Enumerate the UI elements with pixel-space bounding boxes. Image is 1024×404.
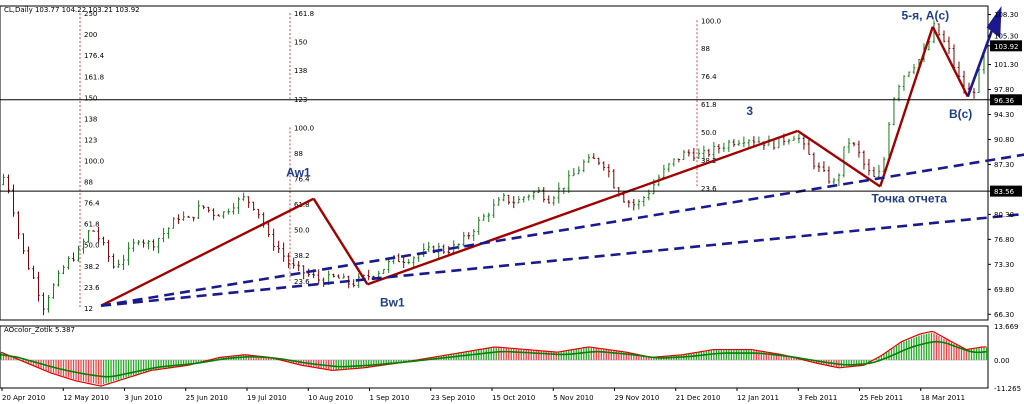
fib-label: 138 bbox=[84, 115, 97, 123]
wave-label-aw1: Aw1 bbox=[286, 166, 311, 180]
fib-label: 88 bbox=[84, 179, 93, 187]
wave-line bbox=[100, 197, 315, 307]
x-tick-label: 20 Apr 2010 bbox=[2, 394, 45, 402]
wave-line bbox=[879, 26, 934, 187]
wave-line bbox=[796, 129, 881, 188]
fib-label: 50.0 bbox=[701, 129, 717, 137]
y-tick-label: 101.30 bbox=[994, 61, 1019, 69]
wave-label-bw1: Bw1 bbox=[380, 295, 405, 309]
fib-label: 76.4 bbox=[701, 73, 717, 81]
fib-label: 123 bbox=[84, 136, 97, 144]
fib-label: 38.2 bbox=[701, 157, 717, 165]
price-badge bbox=[990, 40, 1022, 52]
fib-label: 23.6 bbox=[701, 185, 717, 193]
fib-label: 76.4 bbox=[84, 200, 100, 208]
price-badge bbox=[990, 185, 1022, 197]
x-tick-label: 21 Dec 2010 bbox=[676, 394, 721, 402]
x-tick-label: 12 May 2010 bbox=[63, 394, 109, 402]
fib-label: 250 bbox=[84, 10, 97, 18]
y-tick-label: 87.30 bbox=[994, 161, 1014, 169]
ao-tick-label: 13.669 bbox=[994, 323, 1019, 331]
fib-label: 61.8 bbox=[84, 221, 100, 229]
price-badge bbox=[990, 94, 1022, 106]
y-tick-label: 73.30 bbox=[994, 261, 1014, 269]
fib-label: 138 bbox=[294, 67, 307, 75]
x-tick-label: 18 Mar 2011 bbox=[921, 394, 965, 402]
x-tick-label: 5 Nov 2010 bbox=[553, 394, 593, 402]
y-tick-label: 76.80 bbox=[994, 236, 1014, 244]
wave-label-ref: Точка отчета bbox=[871, 191, 947, 205]
fib-label: 88 bbox=[294, 150, 303, 158]
fib-label: 161.8 bbox=[294, 10, 314, 18]
price-badge-label: 103.92 bbox=[994, 43, 1019, 51]
price-badge-label: 83.56 bbox=[994, 188, 1015, 196]
y-tick-label: 97.80 bbox=[994, 86, 1014, 94]
x-tick-label: 15 Oct 2010 bbox=[492, 394, 535, 402]
y-tick-label: 105.30 bbox=[994, 32, 1019, 40]
y-tick-label: 69.80 bbox=[994, 286, 1014, 294]
fib-label: 161.8 bbox=[84, 73, 104, 81]
trend-line-upper bbox=[100, 153, 1024, 308]
fib-label: 150 bbox=[294, 39, 307, 47]
fib-label: 100.0 bbox=[84, 158, 104, 166]
y-tick-label: 90.80 bbox=[994, 136, 1014, 144]
fib-label: 76.4 bbox=[294, 175, 310, 183]
x-tick-label: 12 Jan 2011 bbox=[737, 394, 779, 402]
ao-tick-label: 0.00 bbox=[994, 357, 1010, 365]
wave-line bbox=[312, 198, 369, 285]
fib-label: 38.2 bbox=[294, 252, 310, 260]
chart-title: CL,Daily 103.77 104.22 103.21 103.92 bbox=[4, 6, 140, 14]
x-tick-label: 29 Nov 2010 bbox=[615, 394, 660, 402]
price-badge-label: 96.36 bbox=[994, 97, 1015, 105]
fib-label: 12 bbox=[84, 305, 93, 313]
fib-label: 61.8 bbox=[701, 101, 717, 109]
indicator-title: AOcolor_Zotik 5.387 bbox=[4, 326, 75, 334]
y-tick-label: 66.30 bbox=[994, 311, 1014, 319]
fib-label: 176.4 bbox=[84, 52, 105, 60]
wave-label-3: 3 bbox=[746, 104, 753, 118]
x-tick-label: 19 Jul 2010 bbox=[247, 394, 287, 402]
ao-slow-line bbox=[0, 340, 987, 378]
wave-line bbox=[367, 129, 799, 286]
x-tick-label: 3 Jun 2010 bbox=[125, 394, 163, 402]
wave-label-5: 5-я, A(c) bbox=[901, 9, 949, 23]
fib-label: 50.0 bbox=[84, 242, 100, 250]
trend-line-lower bbox=[100, 212, 1024, 308]
arrow-head bbox=[986, 6, 1002, 39]
x-tick-label: 10 Aug 2010 bbox=[308, 394, 353, 402]
price-pane bbox=[0, 5, 989, 321]
ao-fast-line bbox=[0, 330, 987, 387]
fib-label: 23.6 bbox=[294, 278, 310, 286]
wave-line bbox=[931, 26, 969, 98]
fib-label: 23.6 bbox=[84, 284, 100, 292]
fib-label: 200 bbox=[84, 31, 97, 39]
y-tick-label: 108.30 bbox=[994, 11, 1019, 19]
x-tick-label: 25 Feb 2011 bbox=[860, 394, 904, 402]
fib-label: 100.0 bbox=[294, 124, 314, 132]
fib-label: 150 bbox=[84, 94, 97, 102]
x-tick-label: 23 Sep 2010 bbox=[431, 394, 475, 402]
y-tick-label: 80.30 bbox=[994, 211, 1014, 219]
fib-label: 38.2 bbox=[84, 263, 100, 271]
y-tick-label: 94.30 bbox=[994, 111, 1014, 119]
x-tick-label: 3 Feb 2011 bbox=[798, 394, 837, 402]
fib-label: 50.0 bbox=[294, 227, 310, 235]
fib-label: 88 bbox=[701, 45, 710, 53]
wave-label-bc: B(c) bbox=[949, 107, 972, 121]
ao-tick-label: -11.265 bbox=[994, 385, 1021, 393]
fib-label: 100.0 bbox=[701, 17, 721, 25]
x-tick-label: 25 Jun 2010 bbox=[186, 394, 228, 402]
x-tick-label: 1 Sep 2010 bbox=[370, 394, 410, 402]
